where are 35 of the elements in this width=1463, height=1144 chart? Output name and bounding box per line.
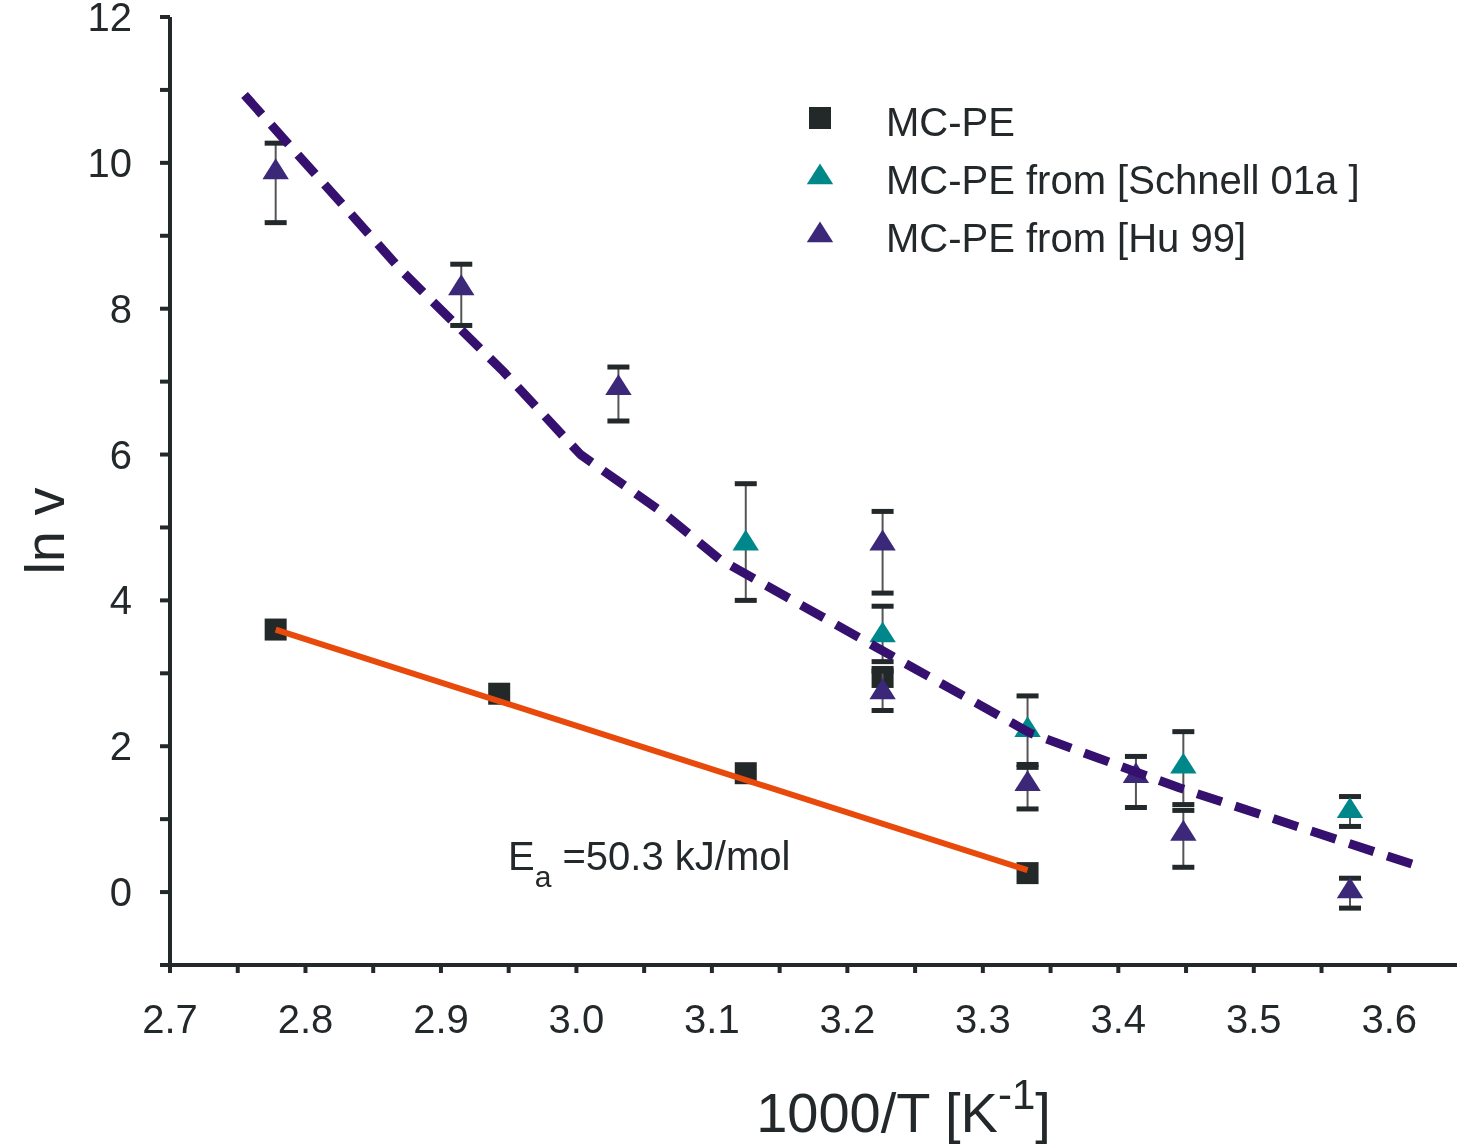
legend-label: MC-PE from [Schnell 01a ] bbox=[886, 158, 1360, 202]
point bbox=[869, 529, 896, 551]
y-tick-label: 0 bbox=[109, 870, 132, 915]
x-tick-label: 2.8 bbox=[277, 997, 334, 1041]
point bbox=[605, 374, 632, 396]
x-tick-label: 2.7 bbox=[142, 997, 198, 1041]
x-tick-label: 3.0 bbox=[548, 997, 605, 1041]
point bbox=[1336, 797, 1364, 819]
x-tick-label: 3.5 bbox=[1225, 997, 1282, 1041]
y-tick-label: 4 bbox=[109, 578, 132, 623]
x-tick-label: 3.4 bbox=[1090, 997, 1147, 1041]
x-tick-label: 3.2 bbox=[819, 997, 876, 1041]
x-tick-label: 3.3 bbox=[955, 997, 1011, 1041]
point bbox=[1170, 819, 1197, 841]
y-tick-label: 8 bbox=[109, 286, 132, 331]
point bbox=[1170, 752, 1197, 774]
legend-label: MC-PE bbox=[886, 100, 1015, 144]
y-tick-label: 12 bbox=[87, 0, 132, 39]
x-tick-label: 2.9 bbox=[413, 997, 469, 1041]
point bbox=[262, 158, 289, 180]
x-tick-label: 3.1 bbox=[684, 997, 740, 1041]
x-axis-title: 1000/T [K$^{-1}$] bbox=[756, 1070, 1051, 1144]
y-tick-label: 2 bbox=[109, 724, 132, 769]
point bbox=[869, 621, 896, 643]
point bbox=[448, 274, 475, 296]
y-axis-title: ln v bbox=[13, 487, 76, 575]
point bbox=[732, 529, 759, 551]
point bbox=[1014, 770, 1041, 792]
y-tick-label: 6 bbox=[109, 432, 132, 477]
y-tick-label: 10 bbox=[87, 140, 132, 185]
point bbox=[869, 678, 896, 700]
legend-label: MC-PE from [Hu 99] bbox=[886, 216, 1247, 260]
point bbox=[1336, 877, 1364, 899]
x-tick-label: 3.6 bbox=[1361, 997, 1418, 1041]
annotation: E$_{a}$ =50.3 kJ/mol bbox=[508, 834, 791, 893]
